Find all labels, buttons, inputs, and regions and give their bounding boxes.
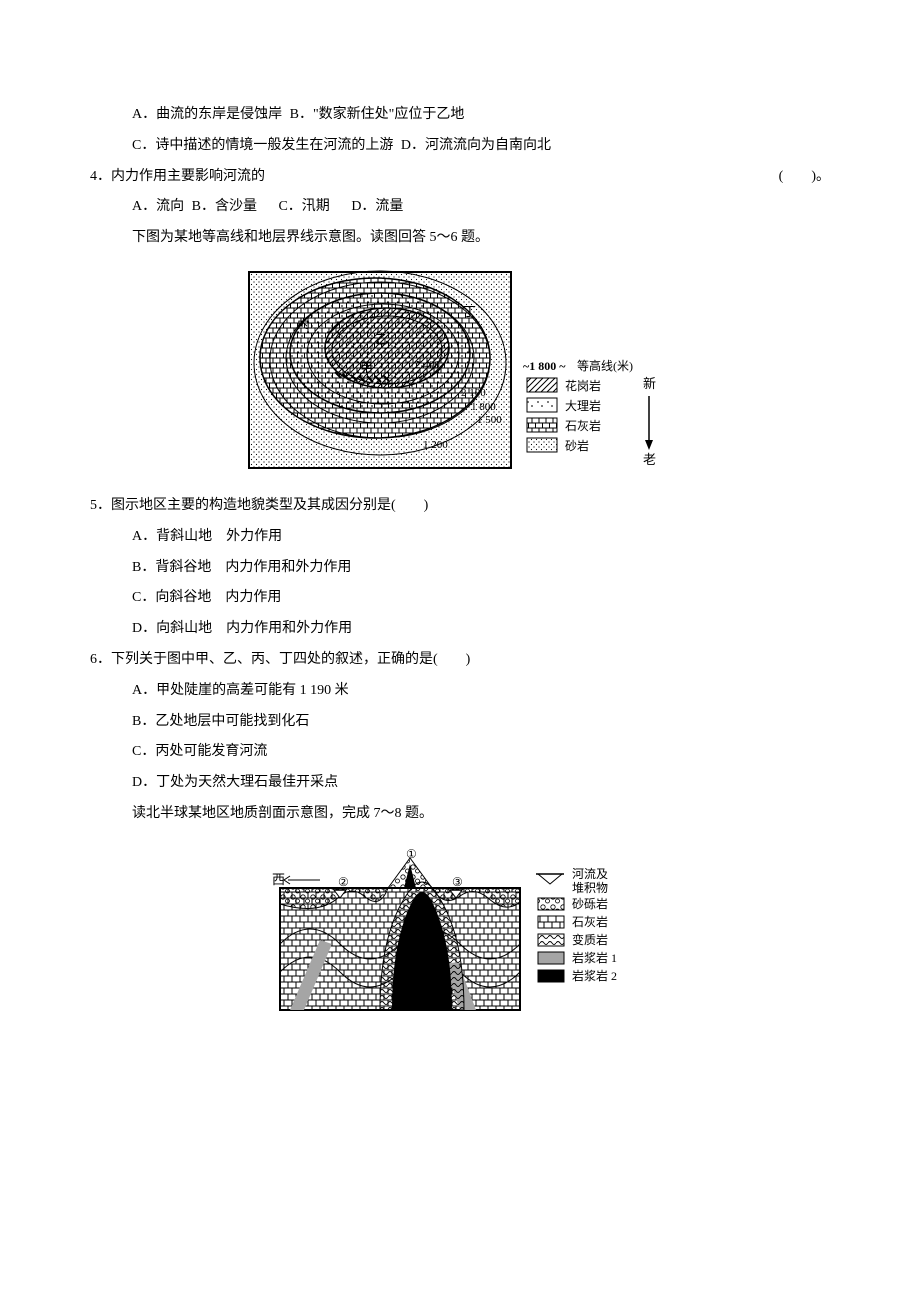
figure-contour-geology: 丙 乙 甲 丁 2 400 2 100 1 800 1 500 1 200 ~1… [90,268,830,473]
svg-text:堆积物: 堆积物 [572,881,608,895]
q6-optA: A．甲处陡崖的高差可能有 1 190 米 [90,676,830,707]
q6-optC: C．丙处可能发育河流 [90,737,830,768]
pre56: 下图为某地等高线和地层界线示意图。读图回答 5～6 题。 [90,223,830,254]
q3-optB: B．"数家新住处"应位于乙地 [290,107,465,122]
fig2-svg: 西 ① ② ③ ④ ⑤ 河流及 [260,844,660,1019]
q3-optA: A．曲流的东岸是侵蚀岸 [132,107,282,122]
q4-optA: A．流向 [132,199,184,214]
q6-stem: 6．下列关于图中甲、乙、丙、丁四处的叙述，正确的是( ) [90,645,830,676]
q5-optD: D．向斜山地 内力作用和外力作用 [90,614,830,645]
q4-stem-right: ( )。 [779,162,830,193]
svg-text:②: ② [338,875,349,889]
svg-text:等高线(米): 等高线(米) [577,358,633,373]
fig1-c1500: 1 500 [477,414,502,426]
q4-options: A．流向 B．含沙量 C．汛期 D．流量 [90,192,830,223]
q5-stem: 5．图示地区主要的构造地貌类型及其成因分别是( ) [90,491,830,522]
fig1-ding: 丁 [463,304,476,319]
q3-options-row1: A．曲流的东岸是侵蚀岸 B．"数家新住处"应位于乙地 [90,100,830,131]
fig1-legend: ~1 800 ~ 等高线(米) 花岗岩 大理岩 石灰岩 砂岩 新 老 [523,358,656,467]
q5-optC: C．向斜谷地 内力作用 [90,583,830,614]
svg-text:①: ① [406,847,417,861]
fig1-bing: 丙 [297,316,310,331]
fig2-legend: 河流及 堆积物 砂砾岩 石灰岩 变质岩 岩浆岩 1 岩浆岩 2 [536,867,617,983]
svg-text:河流及: 河流及 [572,867,608,881]
svg-text:花岗岩: 花岗岩 [565,378,601,393]
q4-optD: D．流量 [351,199,403,214]
svg-text:③: ③ [452,875,463,889]
q4-optC: C．汛期 [278,199,329,214]
fig1-c2100: 2 100 [461,387,486,399]
q3-options-row2: C．诗中描述的情境一般发生在河流的上游 D．河流流向为自南向北 [90,131,830,162]
fig1-c1800: 1 800 [471,401,496,413]
q4-optB: B．含沙量 [192,199,257,214]
fig1-jia: 甲 [360,360,373,375]
svg-text:砂岩: 砂岩 [565,438,589,453]
svg-text:新: 新 [643,376,656,391]
svg-text:岩浆岩 2: 岩浆岩 2 [572,968,617,983]
q3-optD: D．河流流向为自南向北 [401,138,551,153]
svg-text:砂砾岩: 砂砾岩 [572,896,608,911]
q5-optB: B．背斜谷地 内力作用和外力作用 [90,553,830,584]
fig1-svg: 丙 乙 甲 丁 2 400 2 100 1 800 1 500 1 200 ~1… [245,268,675,473]
q5-optA: A．背斜山地 外力作用 [90,522,830,553]
svg-text:大理岩: 大理岩 [565,398,601,413]
figure-cross-section: 西 ① ② ③ ④ ⑤ 河流及 [90,844,830,1019]
svg-text:岩浆岩 1: 岩浆岩 1 [572,950,617,965]
q4-stem-left: 4．内力作用主要影响河流的 [90,162,265,193]
fig1-c2400: 2 400 [415,359,440,371]
q6-optD: D．丁处为天然大理石最佳开采点 [90,768,830,799]
fig1-c1200: 1 200 [423,439,448,451]
pre78: 读北半球某地区地质剖面示意图，完成 7～8 题。 [90,799,830,830]
svg-text:~1 800 ~: ~1 800 ~ [523,359,566,373]
svg-text:变质岩: 变质岩 [572,932,608,947]
fig2-west: 西 [272,872,285,887]
q4-stem: 4．内力作用主要影响河流的 ( )。 [90,162,830,193]
svg-text:石灰岩: 石灰岩 [572,914,608,929]
q6-optB: B．乙处地层中可能找到化石 [90,707,830,738]
svg-text:石灰岩: 石灰岩 [565,418,601,433]
fig1-yi: 乙 [375,332,388,347]
q3-optC: C．诗中描述的情境一般发生在河流的上游 [132,138,393,153]
svg-text:老: 老 [643,452,656,467]
